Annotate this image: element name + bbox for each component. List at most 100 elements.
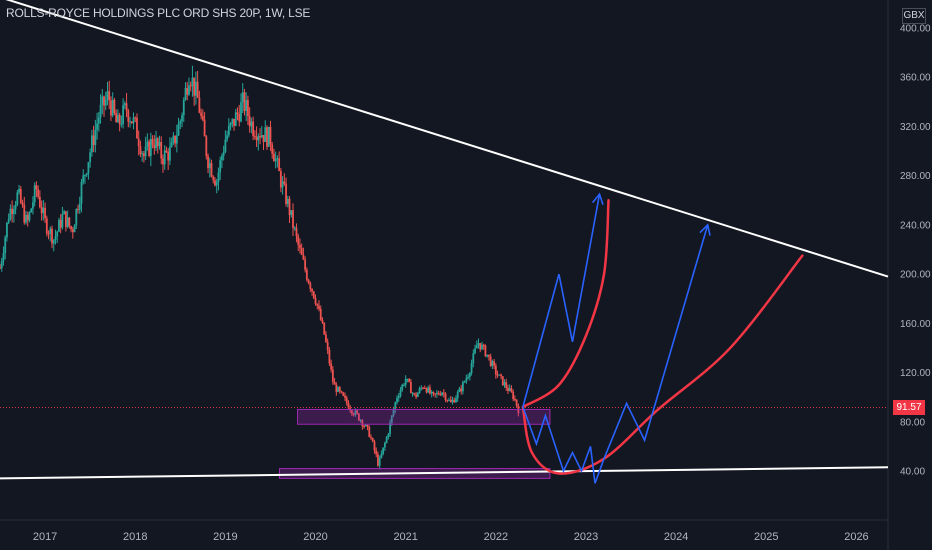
candle-body (240, 102, 242, 122)
candle-body (12, 209, 15, 215)
candle-body (170, 142, 173, 147)
candle-body (345, 397, 348, 404)
candle-body (130, 121, 133, 124)
candle-body (397, 396, 400, 399)
candle-body (21, 202, 24, 205)
candle-body (331, 369, 334, 382)
candle-body (42, 207, 45, 214)
candle-body (385, 437, 388, 443)
candle-body (455, 398, 457, 403)
candle-body (312, 291, 315, 299)
candle-body (361, 420, 364, 427)
candle-body (122, 105, 124, 124)
candle-body (468, 373, 471, 377)
candle-body (198, 97, 201, 113)
candle-body (425, 388, 428, 393)
candle-body (335, 384, 338, 392)
candle-body (174, 135, 177, 144)
candle-body (125, 103, 128, 111)
candle-body (137, 138, 140, 147)
candle-body (337, 387, 339, 392)
candle-body (47, 233, 50, 235)
candle-body (304, 259, 307, 270)
candle-body (380, 453, 383, 458)
candle-body (68, 217, 71, 227)
candle-body (394, 402, 397, 410)
candle-body (103, 96, 105, 106)
candle-body (370, 436, 372, 439)
candle-body (288, 198, 291, 216)
candle-body (448, 399, 450, 401)
candle-body (307, 279, 310, 284)
candle-body (139, 146, 142, 155)
candle-body (245, 100, 248, 111)
candle-body (200, 112, 203, 116)
candle-body (208, 163, 211, 169)
candle-body (52, 239, 55, 244)
candle-body (328, 349, 331, 364)
candle-body (278, 158, 281, 172)
candle-body (422, 387, 424, 389)
candle-body (123, 103, 126, 106)
candle-body (442, 392, 445, 394)
candle-body (188, 85, 190, 95)
candle-body (484, 345, 487, 357)
candle-body (82, 175, 85, 183)
candle-body (45, 218, 48, 234)
candle-body (406, 378, 409, 380)
x-tick-label: 2025 (754, 531, 778, 543)
candle-body (250, 121, 253, 127)
candle-body (283, 181, 286, 184)
candle-body (435, 392, 438, 395)
candle-body (80, 182, 83, 204)
candle-body (84, 175, 86, 177)
candle-body (118, 114, 121, 124)
candle-body (37, 189, 40, 197)
candle-body (134, 117, 137, 119)
candle-body (87, 162, 90, 174)
candle-body (90, 135, 93, 153)
currency-badge[interactable]: GBX (902, 8, 926, 24)
candle-body (120, 123, 123, 125)
candle-body (366, 424, 369, 427)
blue-path-long (522, 224, 709, 484)
candle-body (470, 363, 473, 374)
candle-body (49, 228, 52, 234)
candle-body (4, 237, 7, 254)
candle-body (116, 114, 119, 123)
candle-body (390, 415, 393, 423)
candle-body (203, 119, 206, 137)
candle-body (364, 424, 367, 427)
candle-body (389, 422, 391, 435)
candle-body (71, 229, 74, 233)
candle-body (51, 228, 53, 244)
y-tick-label: 160.00 (900, 319, 931, 330)
y-tick-label: 320.00 (900, 122, 931, 133)
candle-body (314, 298, 317, 304)
candle-body (0, 261, 3, 269)
candle-body (75, 209, 78, 226)
candle-body (179, 121, 182, 124)
candle-body (14, 204, 17, 210)
candle-body (347, 403, 350, 409)
candle-body (73, 225, 76, 233)
candle-body (257, 135, 260, 141)
candle-body (273, 153, 275, 162)
candle-body (189, 85, 192, 87)
candle-body (233, 118, 235, 126)
x-tick-label: 2021 (393, 531, 417, 543)
x-tick-label: 2024 (664, 531, 688, 543)
candle-body (340, 391, 343, 393)
candle-body (236, 112, 239, 114)
candle-body (104, 99, 107, 106)
candle-body (155, 138, 157, 149)
candle-body (64, 211, 67, 227)
y-tick-label: 120.00 (900, 368, 931, 379)
candle-body (219, 160, 222, 173)
candle-body (429, 387, 431, 394)
candle-body (269, 126, 272, 145)
candle-body (418, 388, 421, 394)
candle-body (338, 387, 341, 392)
